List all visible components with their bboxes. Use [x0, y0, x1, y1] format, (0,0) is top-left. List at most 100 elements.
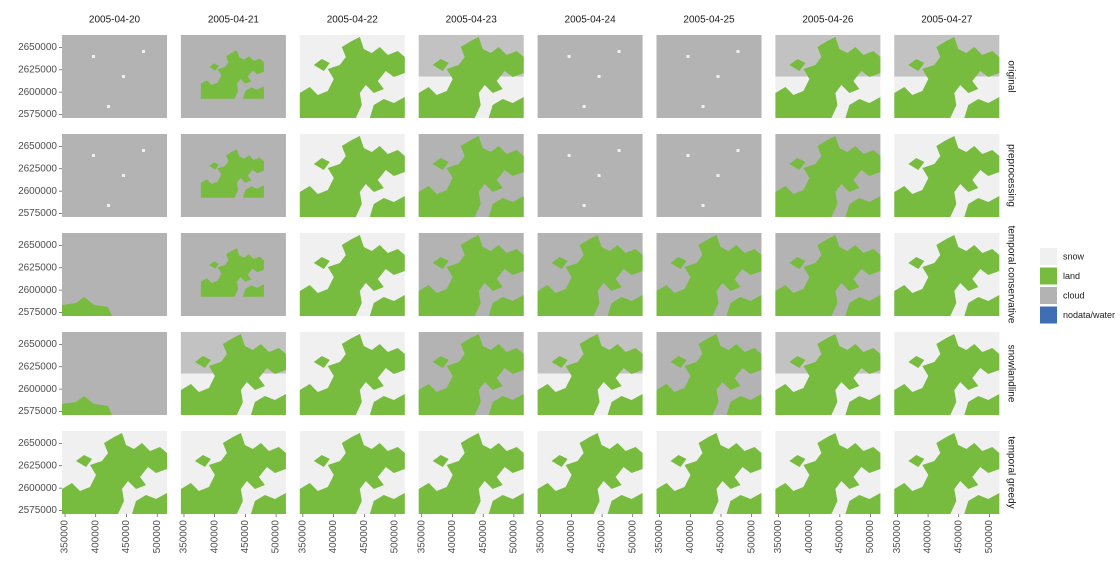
snow-speck [583, 204, 586, 207]
map-panel [775, 332, 880, 415]
y-tick-label: 2650000 [18, 240, 57, 251]
snow-speck [583, 105, 586, 108]
map-panel [62, 134, 167, 217]
map-panel [300, 233, 405, 316]
map-panel [775, 35, 880, 118]
y-tick-label: 2575000 [18, 307, 57, 318]
snow-speck [717, 75, 720, 78]
x-tick-label: 350000 [654, 520, 665, 554]
snow-speck [142, 50, 145, 53]
column-label: 2005-04-20 [89, 15, 141, 26]
x-tick-label: 500000 [984, 520, 995, 554]
map-panel [538, 134, 643, 217]
x-tick-label: 350000 [773, 520, 784, 554]
map-panel [181, 431, 286, 514]
snow-speck [568, 55, 571, 58]
map-panel [419, 233, 524, 316]
map-panel [657, 233, 762, 316]
map-panel [300, 431, 405, 514]
snow-speck [598, 75, 601, 78]
x-tick-label: 400000 [923, 520, 934, 554]
map-panel [657, 134, 762, 217]
x-tick-label: 400000 [90, 520, 101, 554]
snow-speck [122, 174, 125, 177]
map-panel [62, 35, 167, 118]
y-tick-label: 2625000 [18, 64, 57, 75]
y-tick-label: 2575000 [18, 109, 57, 120]
x-tick-label: 350000 [892, 520, 903, 554]
x-tick-label: 400000 [566, 520, 577, 554]
y-tick-label: 2575000 [18, 208, 57, 219]
snow-speck [702, 105, 705, 108]
x-tick-label: 450000 [478, 520, 489, 554]
y-tick-label: 2600000 [18, 384, 57, 395]
row-label: original [1006, 60, 1017, 92]
legend-key [1040, 307, 1057, 324]
map-panel [419, 134, 524, 217]
y-tick-label: 2575000 [18, 505, 57, 516]
y-tick-label: 2600000 [18, 483, 57, 494]
snow-speck [568, 154, 571, 157]
x-tick-label: 450000 [953, 520, 964, 554]
column-label: 2005-04-25 [683, 15, 735, 26]
x-tick-label: 400000 [209, 520, 220, 554]
x-tick-label: 450000 [716, 520, 727, 554]
map-panel [300, 332, 405, 415]
x-tick-label: 500000 [152, 520, 163, 554]
y-tick-label: 2650000 [18, 339, 57, 350]
map-panel [181, 233, 286, 316]
snow-speck [687, 55, 690, 58]
map-panel [419, 35, 524, 118]
legend-label: nodata/water [1063, 310, 1115, 320]
map-panel [538, 332, 643, 415]
map-panel [181, 134, 286, 217]
y-tick-label: 2650000 [18, 141, 57, 152]
map-panel [419, 332, 524, 415]
panel-background [62, 35, 167, 118]
y-tick-label: 2650000 [18, 42, 57, 53]
x-tick-label: 450000 [121, 520, 132, 554]
snow-speck [92, 55, 95, 58]
legend-label: cloud [1063, 290, 1085, 300]
map-panel [300, 134, 405, 217]
map-panel [657, 332, 762, 415]
column-label: 2005-04-27 [921, 15, 973, 26]
x-tick-label: 500000 [627, 520, 638, 554]
x-tick-label: 400000 [685, 520, 696, 554]
x-tick-label: 500000 [509, 520, 520, 554]
snow-speck [92, 154, 95, 157]
map-panel [181, 332, 286, 415]
column-label: 2005-04-23 [446, 15, 498, 26]
x-tick-label: 350000 [535, 520, 546, 554]
map-panel [419, 431, 524, 514]
panel-background [657, 35, 762, 118]
row-label: snowlandline [1006, 345, 1017, 403]
panel-background [657, 134, 762, 217]
y-tick-label: 2625000 [18, 460, 57, 471]
map-panel [300, 35, 405, 118]
y-tick-label: 2625000 [18, 361, 57, 372]
map-panel [62, 332, 167, 415]
column-label: 2005-04-21 [208, 15, 260, 26]
map-panel [775, 431, 880, 514]
y-tick-label: 2600000 [18, 186, 57, 197]
y-tick-label: 2650000 [18, 438, 57, 449]
x-tick-label: 500000 [271, 520, 282, 554]
column-label: 2005-04-24 [565, 15, 617, 26]
map-panel [894, 134, 999, 217]
x-tick-label: 450000 [835, 520, 846, 554]
map-panel [657, 431, 762, 514]
x-tick-label: 500000 [390, 520, 401, 554]
y-tick-label: 2625000 [18, 163, 57, 174]
x-tick-label: 350000 [416, 520, 427, 554]
x-tick-label: 350000 [179, 520, 190, 554]
y-tick-label: 2600000 [18, 87, 57, 98]
snow-speck [107, 204, 110, 207]
panel-background [62, 134, 167, 217]
x-tick-label: 350000 [298, 520, 309, 554]
x-tick-label: 500000 [865, 520, 876, 554]
legend-key [1040, 268, 1057, 285]
figure: 2650000 2625000 2600000 2575000 2005-04-20 20… [0, 0, 1120, 561]
map-panel [538, 233, 643, 316]
panel-background [538, 35, 643, 118]
